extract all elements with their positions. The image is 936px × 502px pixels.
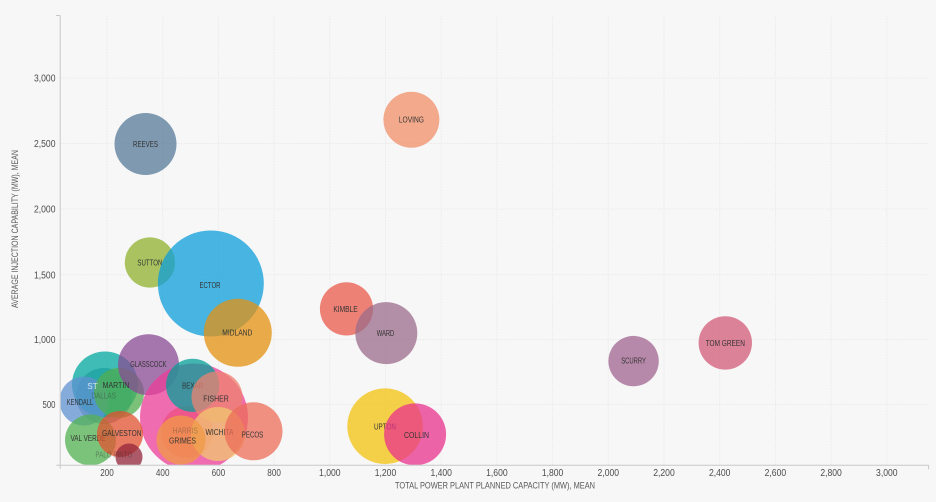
svg-text:COLLIN: COLLIN xyxy=(404,431,429,440)
svg-text:FISHER: FISHER xyxy=(203,394,229,403)
svg-text:PALO PINTO: PALO PINTO xyxy=(95,450,132,459)
svg-text:MARTIN: MARTIN xyxy=(103,381,130,390)
svg-text:3,000: 3,000 xyxy=(876,468,898,479)
svg-text:ECTOR: ECTOR xyxy=(200,281,221,290)
svg-text:2,500: 2,500 xyxy=(34,139,56,150)
svg-text:VAL VERDE: VAL VERDE xyxy=(71,434,106,443)
svg-text:1,800: 1,800 xyxy=(542,468,564,479)
svg-text:SCURRY: SCURRY xyxy=(621,357,646,366)
svg-text:200: 200 xyxy=(100,468,114,479)
svg-text:1,000: 1,000 xyxy=(34,335,56,346)
svg-text:KENDALL: KENDALL xyxy=(67,398,94,407)
svg-text:DALLAS: DALLAS xyxy=(91,392,116,401)
svg-text:GRIMES: GRIMES xyxy=(169,436,196,445)
svg-text:REEVES: REEVES xyxy=(133,140,158,149)
svg-text:AVERAGE INJECTION CAPABILITY (: AVERAGE INJECTION CAPABILITY (MW), MEAN xyxy=(10,150,21,308)
svg-text:2,600: 2,600 xyxy=(765,468,787,479)
svg-text:500: 500 xyxy=(43,400,56,411)
svg-text:1,200: 1,200 xyxy=(375,468,397,479)
svg-text:MIDLAND: MIDLAND xyxy=(222,328,252,337)
svg-text:400: 400 xyxy=(156,468,170,479)
svg-text:2,400: 2,400 xyxy=(709,468,731,479)
svg-text:GALVESTON: GALVESTON xyxy=(102,429,141,438)
svg-text:1,600: 1,600 xyxy=(486,468,508,479)
svg-text:3,000: 3,000 xyxy=(34,74,56,85)
svg-text:ST: ST xyxy=(87,382,97,391)
svg-text:WICHITA: WICHITA xyxy=(206,428,234,437)
svg-text:1,500: 1,500 xyxy=(34,270,56,281)
svg-text:1,000: 1,000 xyxy=(319,468,341,479)
svg-text:1,400: 1,400 xyxy=(430,468,452,479)
svg-text:600: 600 xyxy=(212,468,226,479)
svg-text:GLASSCOCK: GLASSCOCK xyxy=(130,360,167,369)
svg-text:KIMBLE: KIMBLE xyxy=(333,305,358,314)
svg-text:TOTAL POWER PLANT PLANNED CAPA: TOTAL POWER PLANT PLANNED CAPACITY (MW),… xyxy=(395,481,595,492)
svg-text:2,800: 2,800 xyxy=(820,468,842,479)
svg-text:2,000: 2,000 xyxy=(34,205,56,216)
svg-text:SUTTON: SUTTON xyxy=(137,259,162,268)
svg-text:TOM GREEN: TOM GREEN xyxy=(706,339,745,348)
svg-text:2,000: 2,000 xyxy=(598,468,620,479)
svg-text:BEXAR: BEXAR xyxy=(182,381,203,390)
svg-text:LOVING: LOVING xyxy=(399,116,424,125)
svg-text:2,200: 2,200 xyxy=(653,468,675,479)
svg-text:WARD: WARD xyxy=(377,329,395,338)
svg-text:HARRIS: HARRIS xyxy=(173,426,198,435)
svg-text:PECOS: PECOS xyxy=(242,431,264,440)
svg-text:800: 800 xyxy=(267,468,281,479)
